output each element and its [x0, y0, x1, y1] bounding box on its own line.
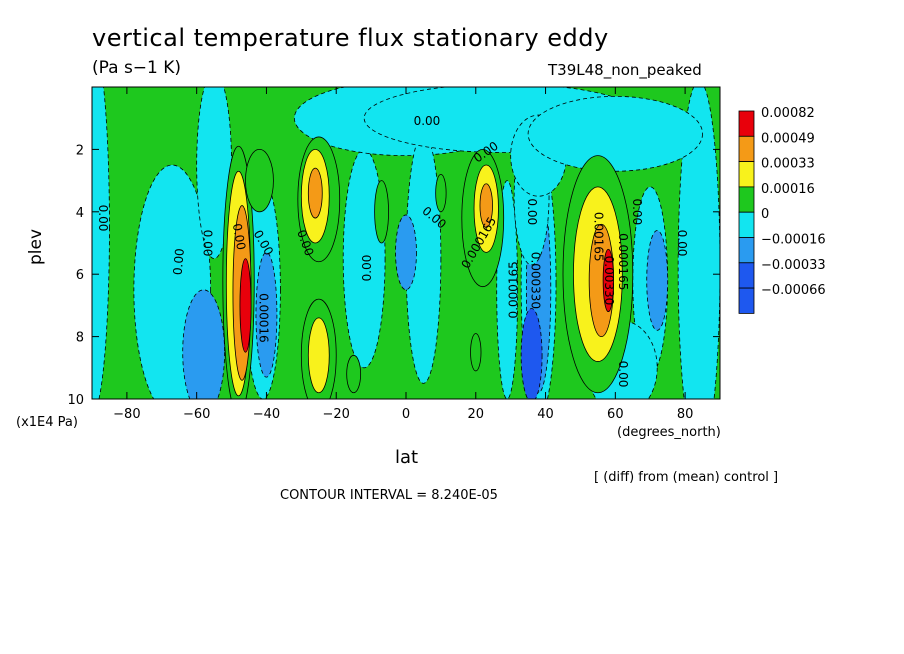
legend-swatch [738, 211, 755, 238]
contour-label: 0.00 [171, 248, 187, 276]
contour-label: 0.00165 [591, 212, 605, 262]
run-label: T39L48_non_peaked [548, 61, 702, 79]
contour-label: 0.00 [616, 361, 630, 388]
legend-label: 0.00016 [761, 182, 815, 197]
contour-region-37 [479, 183, 493, 228]
contour-label: 0.00 [630, 198, 644, 225]
x-axis-label: lat [395, 447, 419, 468]
contour-region-18 [646, 230, 669, 331]
units-label: (Pa s−1 K) [92, 58, 182, 78]
contour-label: 0.000330 [529, 252, 543, 309]
color-legend: 0.00082 0.00049 0.00033 0.00016 0 −0.00016 −0.… [738, 106, 826, 314]
contour-region-0 [92, 87, 110, 399]
contour-region-14 [520, 308, 543, 399]
contour-interval: CONTOUR INTERVAL = 8.240E-05 [280, 488, 498, 503]
x-tick-label: 60 [607, 407, 624, 422]
axes: −80 −60 −40 −20 0 20 40 60 80 2 4 6 8 10 [67, 87, 720, 422]
legend-swatch [738, 287, 755, 314]
x-tick-label: −60 [183, 407, 210, 422]
contour-region-28 [307, 167, 323, 219]
contour-label: 0.00 [360, 255, 374, 282]
y-tick-label: 8 [76, 331, 84, 346]
contour-region-38 [470, 333, 482, 372]
y-axis-unit: (x1E4 Pa) [16, 415, 78, 430]
legend-swatch [738, 135, 755, 163]
contour-region-33 [346, 354, 362, 394]
legend-label: −0.00016 [761, 233, 826, 248]
contour-region-3 [182, 289, 225, 399]
legend-label: 0 [761, 207, 769, 222]
x-tick-label: 20 [468, 407, 485, 422]
y-tick-label: 10 [67, 393, 84, 408]
x-tick-label: −40 [253, 407, 280, 422]
legend-label: 0.00082 [761, 106, 815, 121]
contour-region-8 [405, 133, 442, 384]
contour-region-31 [245, 149, 274, 213]
x-tick-label: 80 [677, 407, 694, 422]
legend-swatch [738, 110, 755, 137]
x-axis-unit: (degrees_north) [617, 425, 721, 440]
chart-title: vertical temperature flux stationary edd… [92, 24, 609, 52]
legend-swatch [738, 161, 755, 188]
y-tick-label: 2 [76, 143, 84, 158]
contour-region-9 [395, 214, 417, 291]
diff-note: [ (diff) from (mean) control ] [594, 470, 779, 485]
x-tick-label: −20 [323, 407, 350, 422]
contour-label: 0.00 [201, 230, 215, 257]
contour-label: 0.00016 [256, 293, 270, 343]
x-tick-label: 0 [402, 407, 410, 422]
contour-region-32 [374, 180, 389, 244]
contour-region-5 [255, 251, 278, 378]
contour-label: 0.00330 [602, 256, 616, 306]
contour-region-34 [435, 173, 447, 213]
legend-label: −0.00033 [761, 258, 826, 273]
y-tick-label: 4 [76, 206, 84, 221]
y-tick-label: 6 [76, 268, 84, 283]
contour-label: 0.00 [96, 205, 110, 232]
contour-region-21 [527, 95, 703, 172]
x-tick-label: 40 [537, 407, 554, 422]
legend-swatch [738, 186, 755, 213]
legend-label: 0.00033 [761, 157, 815, 172]
contour-region-30 [307, 317, 330, 394]
contour-label: 0.00 [675, 230, 689, 257]
legend-label: 0.00049 [761, 131, 815, 146]
contour-label: 0.00 [414, 114, 441, 128]
contour-label: 0.000165 [616, 233, 630, 290]
x-tick-label: −80 [113, 407, 140, 422]
plot-area: 0.000.00 0.00 0.000.000.000160.000.000.000… [92, 87, 720, 399]
legend-swatch [738, 237, 755, 264]
contour-region-25 [239, 258, 252, 353]
contour-region-42 [602, 248, 614, 313]
contour-label: 0.00 [525, 198, 539, 225]
legend-label: −0.00066 [761, 283, 826, 298]
legend-swatch [738, 262, 755, 289]
contour-label: 0.00 [230, 222, 248, 251]
contour-label: 0.000165 [507, 261, 521, 318]
